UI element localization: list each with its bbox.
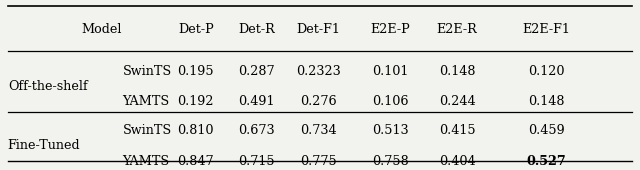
Text: 0.106: 0.106 (372, 95, 408, 108)
Text: YAMTS: YAMTS (122, 155, 170, 168)
Text: 0.415: 0.415 (438, 124, 476, 137)
Text: SwinTS: SwinTS (122, 124, 172, 137)
Text: Det-R: Det-R (238, 23, 275, 36)
Text: SwinTS: SwinTS (122, 65, 172, 78)
Text: 0.847: 0.847 (177, 155, 214, 168)
Text: 0.810: 0.810 (177, 124, 214, 137)
Text: Det-F1: Det-F1 (297, 23, 340, 36)
Text: E2E-R: E2E-R (436, 23, 477, 36)
Text: 0.244: 0.244 (438, 95, 476, 108)
Text: E2E-F1: E2E-F1 (522, 23, 570, 36)
Text: 0.513: 0.513 (372, 124, 408, 137)
Text: Off-the-shelf: Off-the-shelf (8, 80, 88, 93)
Text: 0.758: 0.758 (372, 155, 408, 168)
Text: Det-P: Det-P (178, 23, 214, 36)
Text: 0.148: 0.148 (439, 65, 476, 78)
Text: Model: Model (81, 23, 122, 36)
Text: Fine-Tuned: Fine-Tuned (8, 139, 81, 152)
Text: 0.101: 0.101 (372, 65, 408, 78)
Text: 0.2323: 0.2323 (296, 65, 341, 78)
Text: YAMTS: YAMTS (122, 95, 170, 108)
Text: 0.148: 0.148 (528, 95, 564, 108)
Text: 0.715: 0.715 (238, 155, 275, 168)
Text: 0.404: 0.404 (438, 155, 476, 168)
Text: 0.287: 0.287 (238, 65, 275, 78)
Text: 0.120: 0.120 (528, 65, 564, 78)
Text: 0.527: 0.527 (526, 155, 566, 168)
Text: 0.195: 0.195 (177, 65, 214, 78)
Text: 0.673: 0.673 (238, 124, 275, 137)
Text: 0.192: 0.192 (177, 95, 214, 108)
Text: 0.276: 0.276 (300, 95, 337, 108)
Text: 0.734: 0.734 (300, 124, 337, 137)
Text: 0.491: 0.491 (238, 95, 275, 108)
Text: 0.775: 0.775 (300, 155, 337, 168)
Text: 0.459: 0.459 (528, 124, 564, 137)
Text: E2E-P: E2E-P (370, 23, 410, 36)
